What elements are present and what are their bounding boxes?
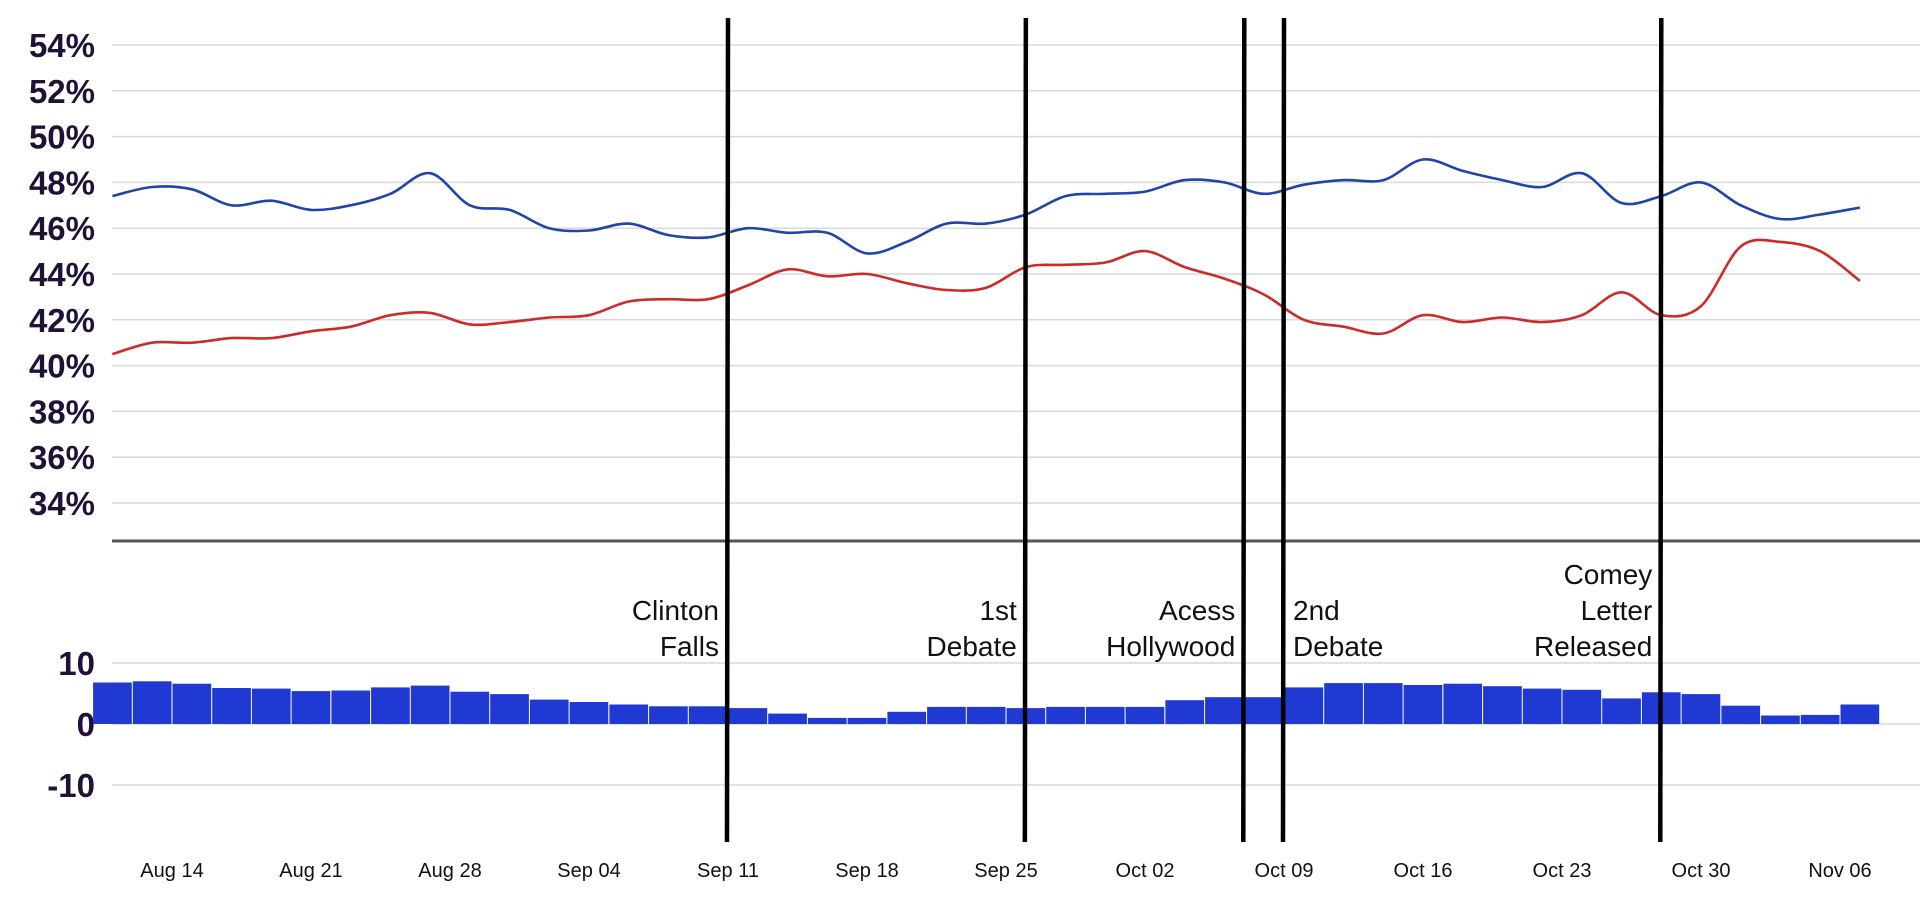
top-panel-gridlines — [112, 44, 1920, 504]
x-tick-label: Oct 16 — [1394, 860, 1453, 882]
bar — [371, 687, 410, 724]
x-tick-label: Sep 04 — [557, 860, 620, 882]
annotation-line: Falls — [660, 631, 719, 662]
bar — [132, 681, 172, 724]
bar — [649, 706, 688, 724]
bar — [1522, 688, 1562, 724]
bar — [807, 717, 847, 724]
event-lines-group — [724, 17, 1664, 843]
event-line — [724, 17, 731, 843]
bar — [927, 706, 966, 724]
y-tick-label: 54% — [29, 27, 95, 64]
bar — [1721, 705, 1761, 724]
annotation-line: Released — [1534, 631, 1652, 662]
y-tick-label: 48% — [29, 164, 95, 201]
bar — [1483, 686, 1522, 724]
y-tick-label: 52% — [29, 73, 95, 110]
bar — [966, 706, 1006, 724]
annotation-line: Clinton — [632, 595, 719, 626]
y-tick-label: 44% — [29, 256, 95, 293]
y-tick-label: 38% — [29, 393, 95, 430]
top-y-axis: 54% 52% 50% 48% 46% 44% 42% 40% 38% 36% 34% — [29, 27, 95, 522]
bar — [1165, 700, 1205, 724]
bar — [1403, 685, 1443, 724]
x-tick-label: Aug 14 — [140, 860, 203, 882]
y-tick-label: 42% — [29, 302, 95, 339]
bar — [569, 702, 609, 724]
bar — [1562, 689, 1602, 724]
bar — [1840, 704, 1880, 724]
bar-series-group — [93, 681, 1880, 724]
annotation-line: Letter — [1581, 595, 1653, 626]
y-tick-label: 10 — [58, 645, 95, 682]
bar — [212, 688, 251, 724]
bar — [1244, 697, 1284, 724]
series-line-1 — [112, 158, 1861, 255]
annotation-line: Debate — [1293, 631, 1383, 662]
event-line — [1241, 17, 1247, 843]
bar — [1085, 706, 1125, 724]
bar — [1324, 683, 1363, 724]
bar — [291, 691, 331, 724]
bar — [1681, 694, 1721, 724]
series-line-2 — [112, 238, 1861, 356]
bar — [490, 694, 529, 724]
x-tick-label: Nov 06 — [1808, 860, 1871, 882]
bar — [609, 704, 649, 724]
x-tick-label: Aug 28 — [418, 860, 481, 882]
x-tick-label: Sep 18 — [835, 860, 898, 882]
bar — [1761, 715, 1800, 724]
bar — [450, 691, 490, 724]
bar — [1602, 698, 1641, 724]
bar — [1205, 697, 1244, 724]
bar — [410, 685, 450, 724]
bar — [1800, 714, 1840, 724]
bar — [1125, 706, 1165, 724]
event-line — [1022, 17, 1029, 843]
bar — [1284, 687, 1324, 724]
bar — [93, 682, 132, 724]
x-axis: Aug 14 Aug 21 Aug 28 Sep 04 Sep 11 Sep 18 Sep … — [140, 860, 1871, 882]
event-annotations: Clinton Falls 1st Debate Acess Hollywood 2nd De… — [632, 559, 1652, 662]
event-line — [1280, 17, 1287, 843]
event-line — [1658, 17, 1664, 843]
bar — [688, 706, 728, 724]
bar — [1046, 706, 1085, 724]
y-tick-label: 34% — [29, 485, 95, 522]
bar — [251, 688, 291, 724]
x-tick-label: Oct 23 — [1533, 860, 1592, 882]
bar — [847, 717, 887, 724]
annotation-line: 2nd — [1293, 595, 1340, 626]
annotation-line: Acess — [1159, 595, 1235, 626]
bar — [1363, 683, 1403, 724]
x-tick-label: Oct 09 — [1255, 860, 1314, 882]
x-tick-label: Aug 21 — [279, 860, 342, 882]
bar — [172, 683, 212, 724]
bottom-y-axis: 10 0 -10 — [47, 645, 95, 804]
y-tick-label: 40% — [29, 348, 95, 385]
bar — [887, 711, 927, 724]
annotation-line: Hollywood — [1106, 631, 1235, 662]
annotation-line: Comey — [1564, 559, 1653, 590]
bar — [728, 708, 768, 724]
x-tick-label: Oct 30 — [1672, 860, 1731, 882]
y-tick-label: 46% — [29, 210, 95, 247]
line-series-group — [112, 158, 1861, 356]
x-tick-label: Oct 02 — [1116, 860, 1175, 882]
x-tick-label: Sep 25 — [974, 860, 1037, 882]
bar — [768, 713, 807, 724]
y-tick-label: 0 — [77, 706, 95, 743]
x-tick-label: Sep 11 — [697, 860, 759, 882]
y-tick-label: 50% — [29, 119, 95, 156]
y-tick-label: -10 — [47, 767, 95, 804]
bar — [331, 690, 371, 724]
bar — [1443, 683, 1483, 724]
annotation-line: Debate — [927, 631, 1017, 662]
y-tick-label: 36% — [29, 439, 95, 476]
annotation-line: 1st — [979, 595, 1017, 626]
bar — [529, 699, 569, 724]
